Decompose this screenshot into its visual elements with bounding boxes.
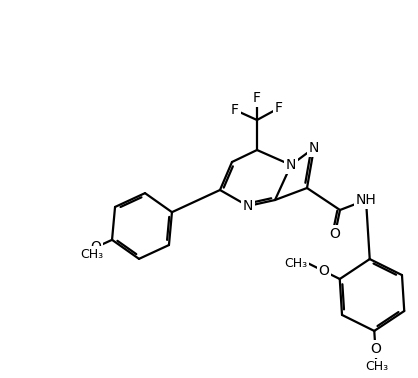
Text: CH₃: CH₃ (284, 257, 308, 270)
Text: O: O (318, 264, 329, 278)
Text: F: F (231, 103, 239, 117)
Text: CH₃: CH₃ (365, 360, 388, 373)
Text: O: O (370, 342, 381, 356)
Text: N: N (286, 158, 296, 172)
Text: CH₃: CH₃ (80, 248, 103, 261)
Text: N: N (309, 141, 319, 155)
Text: O: O (329, 227, 340, 241)
Text: N: N (243, 199, 253, 213)
Text: NH: NH (356, 193, 376, 207)
Text: F: F (253, 91, 261, 105)
Text: O: O (90, 240, 101, 254)
Text: F: F (275, 101, 283, 115)
